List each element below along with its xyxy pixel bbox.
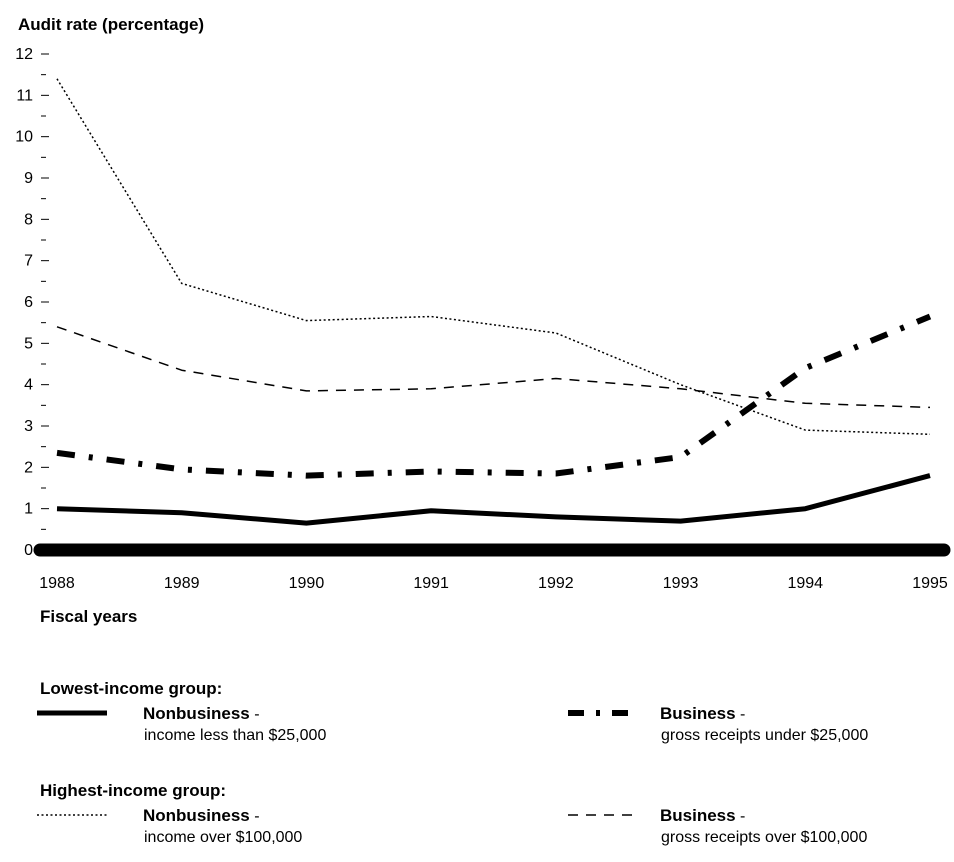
y-tick-label: 12	[15, 46, 33, 63]
y-tick-label: 10	[15, 129, 33, 146]
x-axis: 1988 1989 1990 1991 1992 1993 1994 1995	[39, 575, 948, 592]
y-tick-label: 0	[24, 542, 33, 559]
legend-label: Business -	[660, 704, 745, 723]
legend-label-dash: -	[250, 706, 260, 723]
y-tick-label: 5	[24, 335, 33, 352]
legend-group-title: Lowest-income group:	[40, 679, 222, 698]
legend-label-main: Business	[660, 704, 736, 723]
x-tick-label: 1991	[413, 575, 449, 592]
x-tick-label: 1993	[663, 575, 699, 592]
legend-sublabel: gross receipts over $100,000	[661, 829, 867, 846]
x-tick-label: 1995	[912, 575, 948, 592]
legend-label-main: Nonbusiness	[143, 806, 250, 825]
legend-label-dash: -	[736, 808, 746, 825]
series-line-high_nonbusiness	[56, 78, 931, 436]
series-layer	[56, 78, 932, 526]
x-tick-label: 1988	[39, 575, 75, 592]
series-line-low_business	[56, 313, 932, 479]
y-tick-label: 4	[24, 377, 33, 394]
x-tick-label: 1989	[164, 575, 200, 592]
series-line-low_nonbusiness	[56, 473, 931, 526]
x-tick-label: 1990	[289, 575, 325, 592]
legend-label: Business -	[660, 806, 745, 825]
legend-sublabel: income over $100,000	[144, 829, 302, 846]
x-tick-label: 1992	[538, 575, 574, 592]
y-tick-label: 11	[16, 87, 33, 104]
y-axis-title: Audit rate (percentage)	[18, 15, 204, 34]
legend-sublabel: income less than $25,000	[144, 727, 326, 744]
series-line-high_business	[56, 326, 931, 409]
y-tick-label: 9	[24, 170, 33, 187]
y-tick-label: 2	[24, 459, 33, 476]
y-tick-label: 8	[24, 211, 33, 228]
legend: Lowest-income group: Nonbusiness - income …	[37, 679, 868, 846]
legend-label-main: Business	[660, 806, 736, 825]
x-tick-label: 1994	[787, 575, 823, 592]
legend-label: Nonbusiness -	[143, 704, 260, 723]
x-axis-title: Fiscal years	[40, 607, 137, 626]
legend-label-dash: -	[250, 808, 260, 825]
y-tick-label: 6	[24, 294, 33, 311]
legend-label: Nonbusiness -	[143, 806, 260, 825]
y-tick-label: 7	[24, 253, 33, 270]
legend-group-title: Highest-income group:	[40, 781, 226, 800]
legend-label-dash: -	[736, 706, 746, 723]
legend-label-main: Nonbusiness	[143, 704, 250, 723]
legend-sublabel: gross receipts under $25,000	[661, 727, 868, 744]
y-tick-label: 3	[24, 418, 33, 435]
y-tick-label: 1	[24, 501, 33, 518]
